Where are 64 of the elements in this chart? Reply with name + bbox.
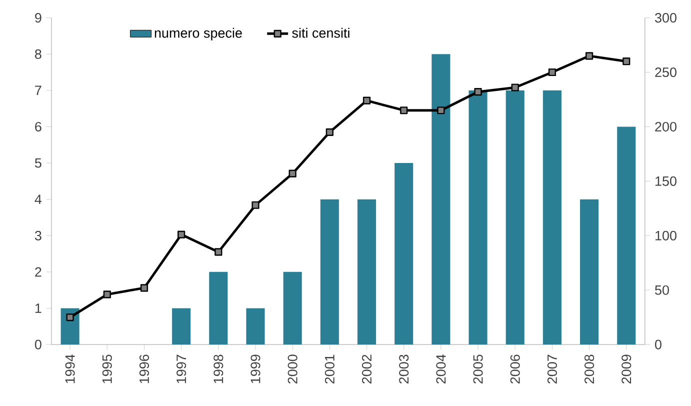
point xyxy=(214,248,222,256)
y-tick-label: 7 xyxy=(35,86,42,96)
legend-label: siti censiti xyxy=(292,28,350,38)
bar xyxy=(320,199,339,345)
x-tick-label: 2007 xyxy=(547,354,557,384)
point xyxy=(400,106,408,114)
bar xyxy=(172,308,191,345)
x-tick-label: 2005 xyxy=(473,354,483,384)
y-tick-label: 5 xyxy=(34,158,42,168)
y2-tick-label: 300 xyxy=(655,13,676,23)
point xyxy=(326,128,334,136)
point xyxy=(252,201,260,209)
bar xyxy=(506,90,524,345)
bar xyxy=(580,199,599,345)
x-tick-label: 1996 xyxy=(139,354,149,384)
point xyxy=(288,170,296,178)
x-tick-label: 1999 xyxy=(250,354,260,384)
y2-tick-label: 50 xyxy=(655,285,669,295)
y-tick-label: 0 xyxy=(34,340,42,350)
y-tick-label: 8 xyxy=(35,49,42,59)
x-tick-label: 2006 xyxy=(510,354,520,384)
x-tick-label: 2008 xyxy=(584,354,594,384)
y-tick-label: 9 xyxy=(35,13,42,23)
x-tick-label: 2000 xyxy=(288,354,298,384)
point xyxy=(103,290,111,298)
point xyxy=(474,88,482,96)
x-tick-label: 2004 xyxy=(436,354,446,384)
y2-tick-label: 200 xyxy=(655,122,676,132)
point xyxy=(622,58,630,66)
x-tick-label: 1998 xyxy=(214,354,224,384)
x-tick-label: 2003 xyxy=(399,354,409,384)
bar xyxy=(357,199,376,345)
y2-tick-label: 0 xyxy=(655,340,662,350)
bar xyxy=(246,308,265,345)
y2-tick-label: 150 xyxy=(656,176,676,186)
point xyxy=(362,96,371,104)
point xyxy=(178,230,186,238)
point xyxy=(66,314,74,322)
bar xyxy=(209,272,228,345)
bar xyxy=(432,54,450,345)
y2-tick-label: 250 xyxy=(655,68,676,78)
y-tick-label: 6 xyxy=(35,122,42,132)
point xyxy=(585,52,594,60)
point xyxy=(140,284,148,292)
x-tick-label: 1997 xyxy=(176,354,186,384)
y-tick-label: 2 xyxy=(35,267,42,277)
x-tick-label: 2001 xyxy=(324,354,334,384)
point xyxy=(437,106,445,114)
x-tick-label: 1994 xyxy=(65,354,75,384)
bar xyxy=(542,90,562,345)
bar xyxy=(617,126,636,345)
bar xyxy=(283,272,302,345)
y-tick-label: 4 xyxy=(34,194,42,204)
point xyxy=(511,84,519,92)
bar xyxy=(468,90,488,345)
bar xyxy=(394,163,414,345)
legend-label: numero specie xyxy=(154,28,242,40)
y-tick-label: 1 xyxy=(35,304,42,313)
y2-tick-label: 100 xyxy=(656,230,676,240)
point xyxy=(548,68,556,76)
y-tick-label: 3 xyxy=(34,230,42,240)
x-tick-label: 1995 xyxy=(102,354,112,384)
x-tick-label: 2002 xyxy=(362,354,372,384)
x-tick-label: 2009 xyxy=(622,354,632,384)
